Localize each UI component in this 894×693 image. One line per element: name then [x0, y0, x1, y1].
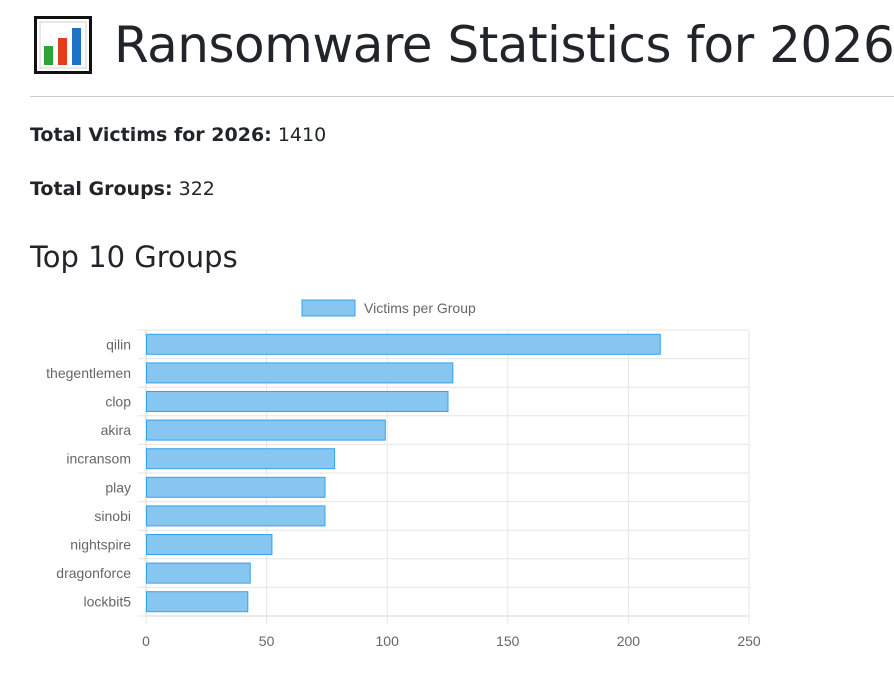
title-divider — [30, 96, 894, 97]
total-victims-label: Total Victims for 2026: — [30, 124, 272, 146]
bar-incransom — [146, 448, 336, 470]
legend-swatch — [301, 299, 356, 317]
page-title-text: Ransomware Statistics for 2026 — [114, 16, 894, 74]
x-tick-label: 50 — [259, 633, 275, 649]
x-tick-label: 150 — [496, 633, 520, 649]
bar-qilin — [146, 333, 661, 355]
y-tick-label: lockbit5 — [84, 594, 132, 610]
bar-chart-icon — [34, 16, 92, 74]
x-tick-label: 100 — [376, 633, 400, 649]
bar-akira — [146, 419, 386, 441]
bar-play — [146, 476, 326, 498]
total-victims-stat: Total Victims for 2026: 1410 — [30, 124, 326, 146]
bar-clop — [146, 390, 449, 413]
total-groups-stat: Total Groups: 322 — [30, 178, 215, 200]
y-tick-label: akira — [101, 422, 132, 438]
top-groups-bar-chart: 0 50 100 150 200 250 qilin thegentlemen clop akir… — [46, 299, 761, 649]
legend-label: Victims per Group — [364, 300, 476, 316]
total-victims-value: 1410 — [277, 124, 327, 146]
x-tick-label: 0 — [142, 633, 150, 649]
y-tick-label: sinobi — [94, 508, 131, 524]
y-tick-label: clop — [105, 394, 131, 410]
x-tick-label: 200 — [617, 633, 641, 649]
bar-dragonforce — [146, 562, 251, 584]
total-groups-value: 322 — [178, 178, 215, 200]
total-groups-label: Total Groups: — [30, 178, 173, 200]
y-tick-label: incransom — [66, 451, 131, 467]
bar-nightspire — [146, 533, 273, 556]
y-tick-label: thegentlemen — [46, 365, 131, 381]
y-tick-label: qilin — [106, 336, 131, 352]
bar-thegentlemen — [146, 362, 454, 384]
y-tick-label: nightspire — [70, 537, 131, 553]
page-title: Ransomware Statistics for 2026 — [34, 10, 894, 80]
bar-lockbit5 — [146, 591, 249, 613]
bar-sinobi — [146, 505, 326, 527]
x-tick-label: 250 — [737, 633, 761, 649]
section-title: Top 10 Groups — [30, 240, 238, 274]
y-tick-label: dragonforce — [56, 565, 131, 581]
y-tick-label: play — [105, 479, 131, 495]
